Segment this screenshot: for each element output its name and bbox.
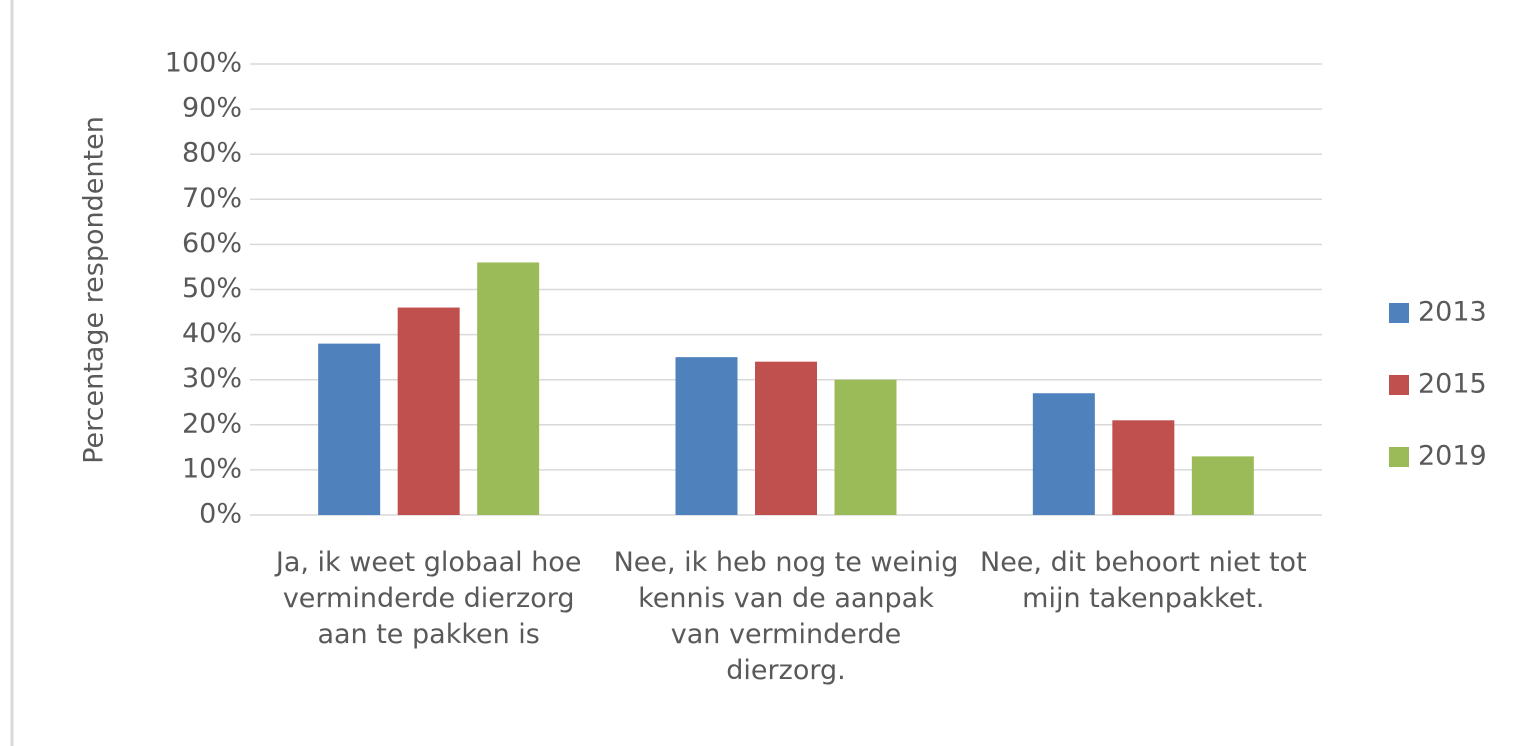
legend-swatch: [1389, 303, 1409, 323]
y-tick-label: 40%: [182, 318, 242, 349]
y-tick-label: 80%: [182, 138, 242, 169]
y-tick-label: 20%: [182, 408, 242, 439]
bar: [1112, 420, 1175, 515]
legend-label: 2019: [1418, 441, 1487, 472]
y-tick-label: 10%: [182, 453, 242, 484]
bar: [477, 262, 540, 515]
y-tick-label: 60%: [182, 228, 242, 259]
y-tick-label: 100%: [165, 48, 242, 79]
legend-label: 2015: [1418, 369, 1487, 400]
y-tick-label: 90%: [182, 93, 242, 124]
bar: [834, 379, 897, 515]
y-axis-label: Percentage respondenten: [79, 116, 110, 464]
legend-label: 2013: [1418, 297, 1487, 328]
legend-swatch: [1389, 447, 1409, 467]
legend-swatch: [1389, 375, 1409, 395]
bar: [318, 343, 381, 515]
y-tick-label: 30%: [182, 363, 242, 394]
y-tick-label: 0%: [199, 499, 242, 530]
y-tick-label: 50%: [182, 273, 242, 304]
y-tick-label: 70%: [182, 183, 242, 214]
x-tick-label: Ja, ik weet globaal hoe verminderde dier…: [275, 547, 582, 650]
bar: [397, 307, 460, 515]
x-tick-label: Nee, dit behoort niet tot mijn takenpakk…: [980, 547, 1307, 614]
bar: [675, 357, 738, 515]
bar: [1191, 456, 1254, 515]
bar: [1032, 393, 1095, 515]
bar: [755, 361, 817, 515]
x-tick-label: Nee, ik heb nog te weinig kennis van de …: [613, 547, 959, 686]
